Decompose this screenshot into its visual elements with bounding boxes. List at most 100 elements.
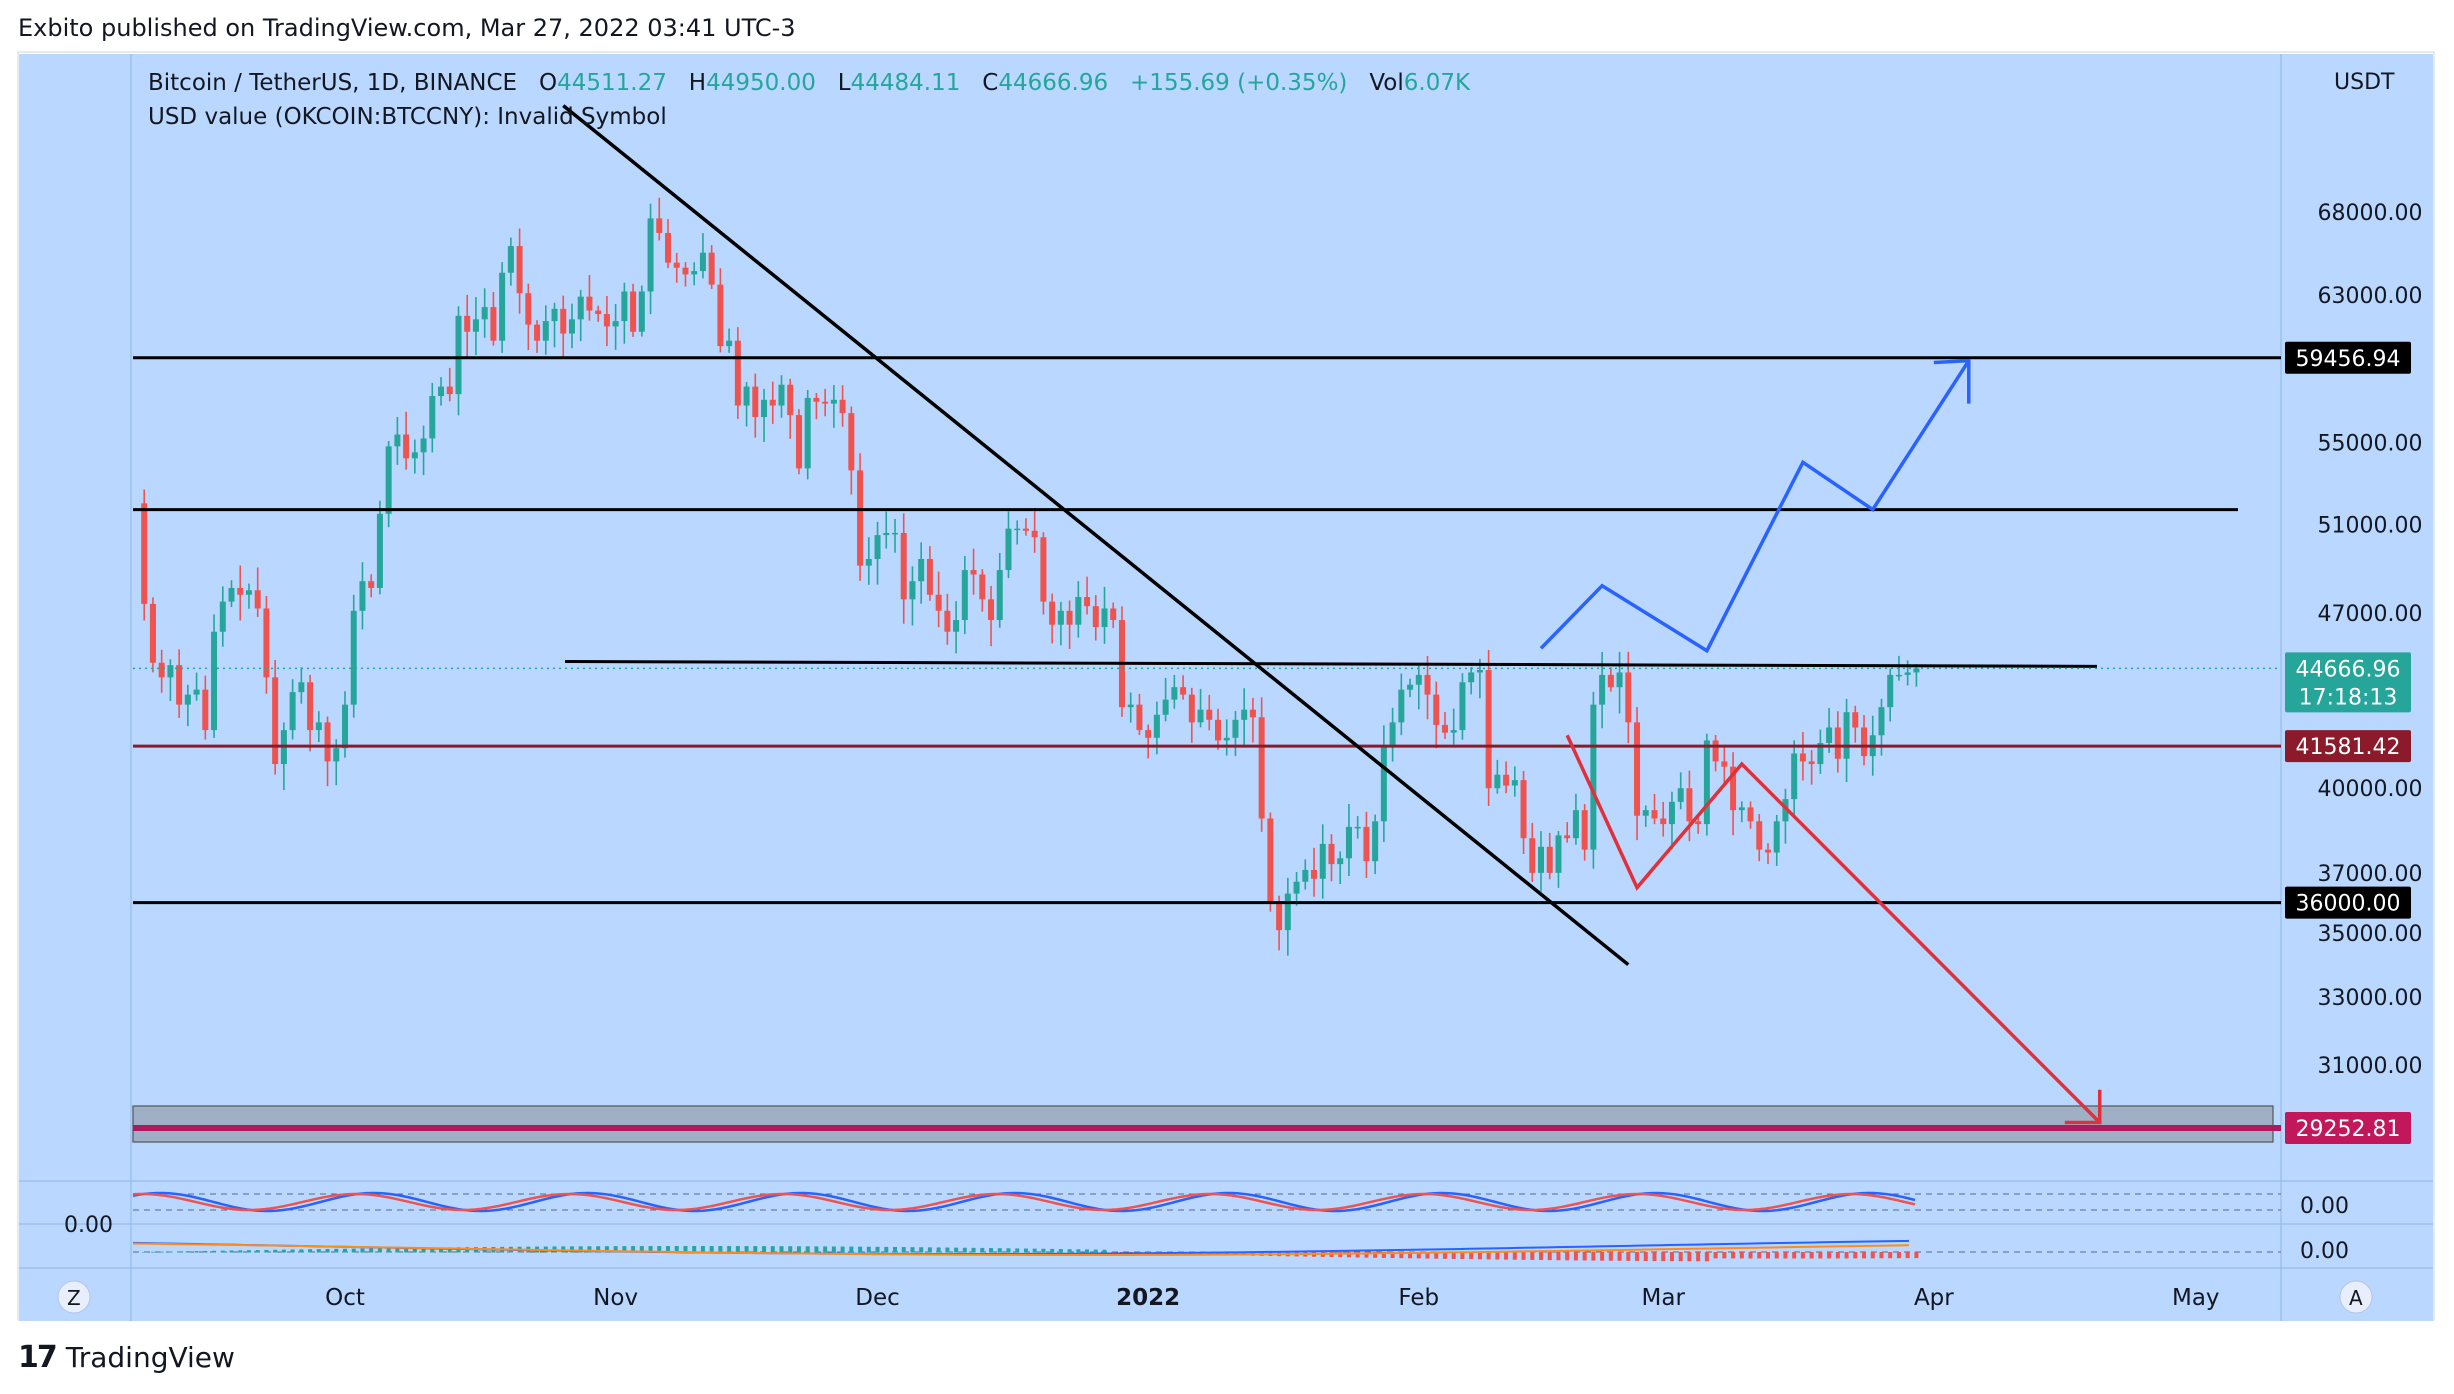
macd-bar [168, 1251, 173, 1253]
currency-label[interactable]: USDT [2328, 68, 2401, 97]
candle [682, 262, 689, 287]
macd-bar [1399, 1252, 1404, 1259]
candle [472, 297, 479, 356]
candle [822, 388, 829, 417]
macd-bar [1530, 1252, 1535, 1260]
bearish-arrowhead [2064, 1089, 2102, 1125]
candle [1808, 750, 1815, 785]
macd-signal-line [132, 1242, 1910, 1256]
price-tick-label: 37000.00 [2318, 862, 2423, 887]
macd-bar [779, 1246, 784, 1253]
candle [176, 649, 183, 718]
price-tick-label: 47000.00 [2318, 602, 2423, 627]
macd-bar [1573, 1252, 1578, 1261]
legend-change: +155.69 (+0.35%) [1130, 70, 1348, 96]
candle [560, 295, 567, 358]
legend-high: 44950.00 [706, 70, 816, 96]
candle [368, 574, 375, 598]
candle [1049, 593, 1056, 644]
macd-bar [1696, 1252, 1701, 1262]
candle [1345, 804, 1352, 877]
candle [621, 282, 628, 344]
candle [1276, 895, 1283, 951]
candle [909, 566, 916, 626]
macd-bar [1704, 1252, 1709, 1262]
macd-bar [1835, 1252, 1840, 1259]
macd-bar [1800, 1252, 1805, 1259]
candle [1022, 518, 1029, 536]
candle [638, 285, 645, 337]
macd-bar [700, 1246, 705, 1253]
candle [761, 388, 768, 442]
candle [298, 667, 305, 704]
candle [184, 684, 191, 727]
candle [1450, 708, 1457, 745]
macd-bar [788, 1246, 793, 1253]
candle [1686, 770, 1693, 842]
macd-bar [1442, 1252, 1447, 1259]
candle [324, 716, 331, 787]
candle [1337, 851, 1344, 885]
candle [734, 327, 741, 419]
macd-bar [1669, 1252, 1674, 1262]
macd-bar [1600, 1252, 1605, 1261]
price-tag: 44666.96 17:18:13 [2285, 652, 2411, 713]
candle [961, 555, 968, 635]
legend-low: 44484.11 [850, 70, 961, 96]
macd-bar [1905, 1252, 1910, 1259]
support-zone [132, 1105, 2274, 1143]
macd-bar [1032, 1248, 1037, 1253]
candle [1057, 601, 1064, 646]
macd-bar [1565, 1252, 1570, 1261]
macd-bar [639, 1246, 644, 1253]
macd-bar [762, 1246, 767, 1253]
macd-bar [395, 1248, 400, 1253]
candle [385, 441, 392, 528]
candle [1564, 822, 1571, 843]
zoom-button[interactable]: Z [57, 1280, 91, 1314]
macd-bar [369, 1248, 374, 1253]
candle [254, 567, 261, 617]
candle [813, 393, 820, 420]
macd-bar [194, 1251, 199, 1253]
candle [167, 659, 174, 702]
price-tags: 59456.94 44666.96 17:18:13 41581.42 36000.00… [2285, 341, 2411, 1144]
candle [359, 562, 366, 630]
macd-bar [866, 1246, 871, 1253]
macd-bar [1879, 1252, 1884, 1259]
macd-bar [875, 1246, 880, 1253]
price-tick-label: 35000.00 [2318, 922, 2423, 947]
price-tag-value: 59456.94 [2296, 347, 2401, 372]
candle [926, 546, 933, 601]
candle [1738, 801, 1745, 823]
candle [1555, 831, 1562, 888]
candle [219, 586, 226, 647]
price-tag: 41581.42 [2285, 730, 2411, 763]
candle [263, 596, 270, 694]
candle [1546, 832, 1553, 880]
candle [1607, 667, 1614, 692]
time-tick-label: Apr [1914, 1285, 1954, 1311]
candle [542, 305, 549, 355]
footer-brand[interactable]: 17 TradingView [18, 1340, 235, 1375]
candle [1354, 816, 1361, 839]
macd-bar [1556, 1252, 1561, 1261]
macd-bar [648, 1246, 653, 1253]
macd-bar [604, 1246, 609, 1253]
candle [979, 569, 986, 612]
time-tick-labels: Oct Nov Dec 2022 Feb Mar Apr May [325, 1285, 2219, 1311]
macd-bar [596, 1246, 601, 1253]
candle [918, 542, 925, 604]
macd-bar [1216, 1252, 1220, 1256]
macd-bar [1486, 1252, 1491, 1260]
candle [403, 411, 410, 470]
price-tag-value: 36000.00 [2296, 892, 2401, 917]
legend-symbol[interactable]: Bitcoin / TetherUS, 1D, BINANCE [148, 70, 518, 96]
candle [586, 275, 593, 321]
candle [1730, 752, 1737, 836]
macd-bar [404, 1247, 409, 1253]
auto-scale-button[interactable]: A [2339, 1280, 2373, 1314]
legend-volume: 6.07K [1403, 70, 1471, 96]
candle [874, 521, 881, 585]
